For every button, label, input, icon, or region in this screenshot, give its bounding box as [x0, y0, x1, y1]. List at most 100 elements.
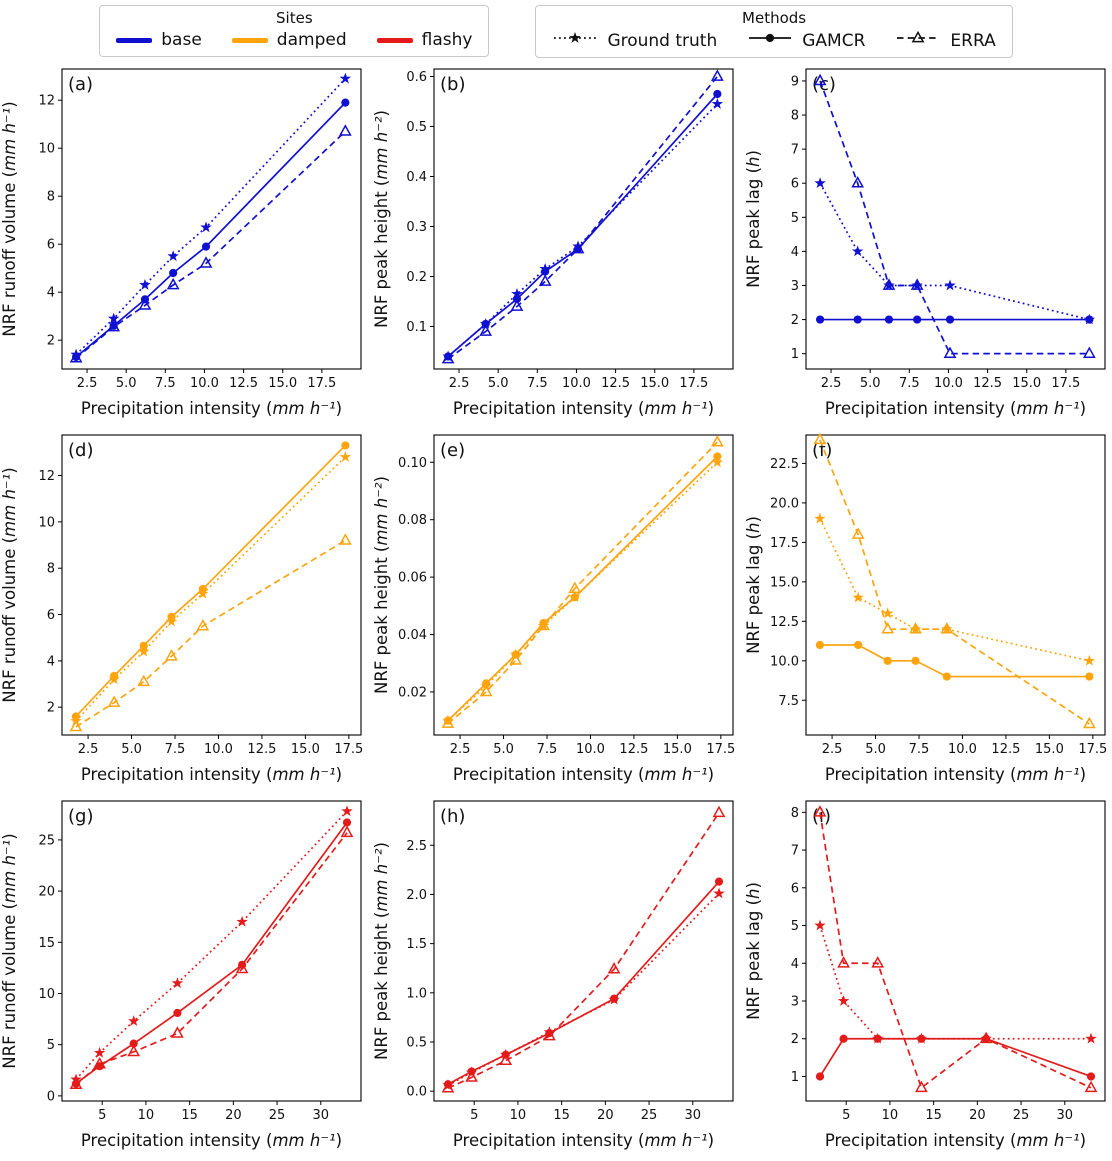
svg-text:20: 20: [969, 1108, 986, 1123]
svg-text:7.5: 7.5: [899, 376, 920, 391]
flashy-color-swatch-icon: [376, 37, 413, 43]
panel-label: (d): [68, 440, 93, 461]
triangle-marker-icon: [340, 825, 354, 838]
triangle-marker-icon: [137, 674, 151, 687]
star-marker-icon: [837, 995, 850, 1006]
svg-text:3: 3: [791, 995, 799, 1010]
star-marker-icon: [93, 1046, 106, 1058]
series-erra: [441, 69, 724, 364]
svg-text:0.4: 0.4: [406, 170, 427, 185]
svg-text:0.04: 0.04: [398, 628, 427, 643]
y-axis-label: NRF peak lag (h): [744, 516, 763, 654]
legend-item-damped: damped: [231, 30, 347, 50]
plot-frame: [433, 800, 734, 1102]
circle-marker-icon: [198, 584, 207, 594]
svg-text:7: 7: [791, 844, 799, 859]
svg-text:15: 15: [38, 936, 55, 951]
circle-marker-icon: [169, 268, 178, 278]
svg-text:5.0: 5.0: [116, 376, 137, 391]
subplot-cell-i: 5 10 15 20 25 30 1 2 3 4 5 6 7 8 Precipitation intensi…: [744, 791, 1112, 1157]
subplot-h: 5 10 15 20 25 30 0.0 0.5 1.0 1.5 2.0 2.5 Precipitati…: [372, 800, 734, 1150]
x-axis-label: Precipitation intensity (mm h⁻¹): [81, 765, 342, 784]
svg-text:7.5: 7.5: [537, 742, 558, 757]
circle-marker-icon: [482, 679, 491, 688]
legend-item-label: base: [161, 30, 202, 50]
legend-item-label: ERRA: [950, 30, 996, 51]
circle-marker-icon: [1085, 672, 1094, 681]
circle-marker-icon: [917, 1034, 926, 1043]
legend-item-label: flashy: [421, 30, 473, 50]
svg-text:5.0: 5.0: [860, 376, 881, 391]
svg-text:22.5: 22.5: [770, 457, 799, 472]
x-axis: 5 10 15 20 25 30: [98, 1101, 329, 1123]
triangle-marker-icon: [882, 278, 896, 290]
x-axis-label: Precipitation intensity (mm h⁻¹): [453, 399, 714, 418]
circle-marker-icon: [913, 315, 922, 324]
subplot-cell-d: 2.5 5.0 7.5 10.0 12.5 15.0 17.5 2 4 6 8 10 12 Precipi…: [0, 425, 372, 791]
y-axis: 0.02 0.04 0.06 0.08 0.10: [398, 456, 434, 700]
svg-text:10.0: 10.0: [576, 742, 605, 757]
subplot-cell-b: 2.5 5.0 7.5 10.0 12.5 15.0 17.5 0.1 0.2 0.3 0.4 0.5…: [372, 59, 744, 425]
svg-text:12.5: 12.5: [991, 742, 1020, 757]
triangle-marker-icon: [441, 716, 455, 728]
triangle-marker-icon: [479, 324, 493, 336]
series-gamcr: [71, 441, 350, 721]
circle-marker-icon: [570, 593, 579, 602]
circle-marker-icon: [201, 242, 211, 251]
star-marker-icon: [339, 72, 352, 84]
plot-frame: [805, 68, 1106, 370]
svg-text:0.10: 0.10: [398, 456, 427, 471]
svg-text:0.3: 0.3: [406, 220, 427, 235]
triangle-marker-icon: [607, 962, 621, 974]
svg-text:2.5: 2.5: [821, 376, 842, 391]
svg-text:12.5: 12.5: [973, 376, 1002, 391]
series-gamcr: [443, 89, 722, 361]
series-gamcr: [443, 877, 724, 1089]
subplot-cell-h: 5 10 15 20 25 30 0.0 0.5 1.0 1.5 2.0 2.5 Precipitati…: [372, 791, 744, 1157]
svg-text:17.5: 17.5: [679, 376, 708, 391]
svg-text:0.08: 0.08: [398, 513, 427, 528]
plot-frame: [61, 68, 362, 370]
svg-text:5.0: 5.0: [865, 742, 886, 757]
x-axis: 2.5 5.0 7.5 10.0 12.5 15.0 17.5: [77, 369, 336, 391]
subplot-a: 2.5 5.0 7.5 10.0 12.5 15.0 17.5 2 4 6 8 10 12 Precipi…: [0, 68, 362, 418]
svg-text:10.0: 10.0: [204, 742, 233, 757]
svg-text:12.5: 12.5: [770, 615, 799, 630]
plot-frame: [61, 434, 362, 736]
svg-text:1.0: 1.0: [406, 986, 427, 1001]
star-marker-icon: [569, 32, 582, 43]
series-gamcr: [815, 640, 1094, 681]
series-gamcr: [815, 1034, 1096, 1081]
y-axis: 2 4 6 8 10 12: [38, 469, 62, 716]
svg-text:0.6: 0.6: [406, 70, 427, 85]
subplot-cell-c: 2.5 5.0 7.5 10.0 12.5 15.0 17.5 1 2 3 4 5 6 7 8 9 Precip…: [744, 59, 1112, 425]
triangle-marker-icon: [107, 319, 121, 332]
svg-text:8: 8: [791, 109, 799, 124]
triangle-marker-icon: [712, 805, 726, 818]
svg-text:25: 25: [641, 1108, 658, 1123]
triangle-marker-icon: [909, 622, 922, 634]
y-axis: 1 2 3 4 5 6 7 8 9: [791, 74, 806, 362]
triangle-marker-icon: [1082, 346, 1096, 359]
subplot-c: 2.5 5.0 7.5 10.0 12.5 15.0 17.5 1 2 3 4 5 6 7 8 9 Precip…: [744, 68, 1106, 418]
panel-label: (g): [68, 806, 93, 827]
svg-text:0.5: 0.5: [406, 120, 427, 135]
triangle-marker-icon: [499, 1053, 513, 1066]
svg-text:30: 30: [685, 1108, 702, 1123]
svg-text:7.5: 7.5: [165, 742, 186, 757]
star-marker-icon: [236, 915, 248, 927]
circle-marker-icon: [1086, 1072, 1096, 1081]
series-ground-truth: [70, 72, 352, 360]
svg-text:10: 10: [38, 515, 55, 530]
method-sample-svg: [897, 30, 940, 43]
svg-text:5: 5: [791, 919, 799, 934]
x-axis: 2.5 5.0 7.5 10.0 12.5 15.0 17.5: [78, 735, 363, 757]
svg-text:10: 10: [38, 987, 55, 1002]
subplot-cell-a: 2.5 5.0 7.5 10.0 12.5 15.0 17.5 2 4 6 8 10 12 Precipi…: [0, 59, 372, 425]
plot-frame: [433, 434, 734, 736]
triangle-marker-icon: [171, 1026, 184, 1038]
triangle-marker-icon: [196, 618, 210, 631]
svg-text:17.5: 17.5: [770, 536, 799, 551]
svg-text:1.5: 1.5: [406, 937, 427, 952]
circle-marker-icon: [341, 441, 350, 450]
